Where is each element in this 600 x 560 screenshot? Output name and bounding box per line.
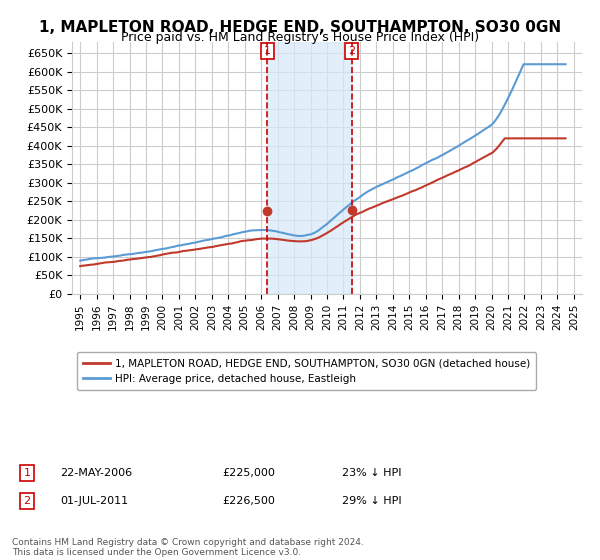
Text: 1: 1 [23, 468, 31, 478]
Text: 1: 1 [264, 46, 271, 56]
Text: 2: 2 [23, 496, 31, 506]
Text: 29% ↓ HPI: 29% ↓ HPI [342, 496, 401, 506]
Legend: 1, MAPLETON ROAD, HEDGE END, SOUTHAMPTON, SO30 0GN (detached house), HPI: Averag: 1, MAPLETON ROAD, HEDGE END, SOUTHAMPTON… [77, 352, 536, 390]
Text: 01-JUL-2011: 01-JUL-2011 [60, 496, 128, 506]
Text: 23% ↓ HPI: 23% ↓ HPI [342, 468, 401, 478]
Text: £225,000: £225,000 [222, 468, 275, 478]
Text: £226,500: £226,500 [222, 496, 275, 506]
Text: Contains HM Land Registry data © Crown copyright and database right 2024.
This d: Contains HM Land Registry data © Crown c… [12, 538, 364, 557]
Text: 22-MAY-2006: 22-MAY-2006 [60, 468, 132, 478]
Text: 1, MAPLETON ROAD, HEDGE END, SOUTHAMPTON, SO30 0GN: 1, MAPLETON ROAD, HEDGE END, SOUTHAMPTON… [39, 20, 561, 35]
Bar [268, 42, 352, 294]
Text: 2: 2 [348, 46, 355, 56]
Text: Price paid vs. HM Land Registry's House Price Index (HPI): Price paid vs. HM Land Registry's House … [121, 31, 479, 44]
